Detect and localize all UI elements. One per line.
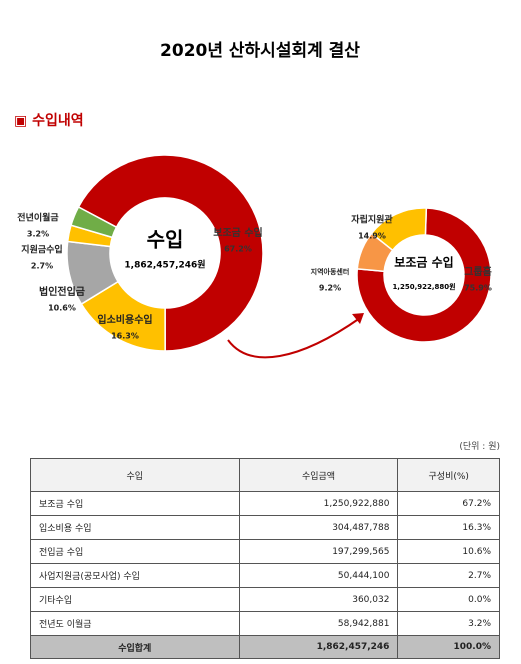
segment-label: 지원금수입 — [21, 244, 62, 256]
table-cell: 197,299,565 — [238, 539, 399, 564]
segment-label: 그룹홈 — [464, 265, 492, 278]
table-body: 보조금 수입 1,250,922,880 67.2% 입소비용 수입 304,487,7… — [30, 491, 500, 659]
table-cell: 전년도 이월금 — [30, 611, 240, 636]
segment-label: 법인전입금 — [39, 285, 85, 298]
table-cell: 입소비용 수입 — [30, 515, 240, 540]
segment-label: 전년이월금 — [17, 212, 59, 224]
segment-value: 10.6% — [48, 304, 76, 313]
table-cell: 3.2% — [397, 611, 500, 636]
segment-label: 자립지원관 — [351, 214, 393, 226]
table-cell: 67.2% — [397, 491, 500, 516]
total-row: 수입합계 1,862,457,246 100.0% — [30, 635, 500, 659]
income-table: 수입 수입금액 구성비(%) 보조금 수입 1,250,922,880 67.2% 입소비… — [30, 458, 500, 659]
table-cell: 1,250,922,880 — [238, 491, 399, 516]
segment-value: 75.9% — [464, 284, 492, 293]
total-cell: 1,862,457,246 — [238, 635, 399, 659]
table-cell: 58,942,881 — [238, 611, 399, 636]
table-cell: 전입금 수입 — [30, 539, 240, 564]
segment-value: 2.7% — [31, 262, 53, 271]
center-value: 1,250,922,880원 — [392, 282, 455, 291]
header-row: 수입 수입금액 구성비(%) — [30, 458, 500, 492]
total-cell: 100.0% — [397, 635, 500, 659]
donut-segment — [370, 207, 428, 252]
table-row: 입소비용 수입 304,487,788 16.3% — [30, 515, 500, 540]
header-cell: 수입 — [30, 458, 240, 492]
table-row: 보조금 수입 1,250,922,880 67.2% — [30, 491, 500, 516]
segment-value: 67.2% — [224, 245, 252, 254]
section-title: ▣ 수입내역 — [14, 112, 84, 129]
table-row: 전년도 이월금 58,942,881 3.2% — [30, 611, 500, 636]
charts: 2020년 산하시설회계 결산 ▣ 수입내역 보조금 수입 67.2% 입소비용수입… — [14, 41, 492, 359]
donut-segment — [70, 205, 118, 239]
arrow-head — [352, 313, 364, 324]
table-cell: 304,487,788 — [238, 515, 399, 540]
table-cell: 2.7% — [397, 563, 500, 588]
table-cell: 기타수입 — [30, 587, 240, 612]
header-cell: 구성비(%) — [397, 458, 500, 492]
table-row: 기타수입 360,032 0.0% — [30, 587, 500, 612]
table-cell: 50,444,100 — [238, 563, 399, 588]
segment-value: 9.2% — [319, 284, 341, 293]
segment-label: 입소비용수입 — [97, 313, 152, 326]
table-cell: 360,032 — [238, 587, 399, 612]
center-label: 보조금 수입 — [394, 256, 453, 270]
table-cell: 16.3% — [397, 515, 500, 540]
segment-value: 16.3% — [111, 332, 139, 341]
donut-segment — [77, 154, 264, 352]
center-value: 1,862,457,246원 — [124, 259, 205, 271]
table-row: 전입금 수입 197,299,565 10.6% — [30, 539, 500, 564]
table-cell: 사업지원금(공모사업) 수입 — [30, 563, 240, 588]
table-cell: 10.6% — [397, 539, 500, 564]
page-title: 2020년 산하시설회계 결산 — [160, 41, 360, 61]
segment-value: 3.2% — [27, 230, 49, 239]
center-label: 수입 — [147, 228, 184, 252]
segment-value: 14.9% — [358, 232, 386, 241]
unit-note: (단위 : 원) — [459, 442, 500, 452]
segment-label: 지역아동센터 — [311, 267, 350, 276]
table-cell: 0.0% — [397, 587, 500, 612]
arrow — [227, 317, 361, 359]
table-row: 사업지원금(공모사업) 수입 50,444,100 2.7% — [30, 563, 500, 588]
total-cell: 수입합계 — [30, 635, 240, 659]
donut-segment — [356, 207, 492, 343]
header-cell: 수입금액 — [238, 458, 399, 492]
table-cell: 보조금 수입 — [30, 491, 240, 516]
segment-label: 보조금 수입 — [213, 226, 262, 239]
